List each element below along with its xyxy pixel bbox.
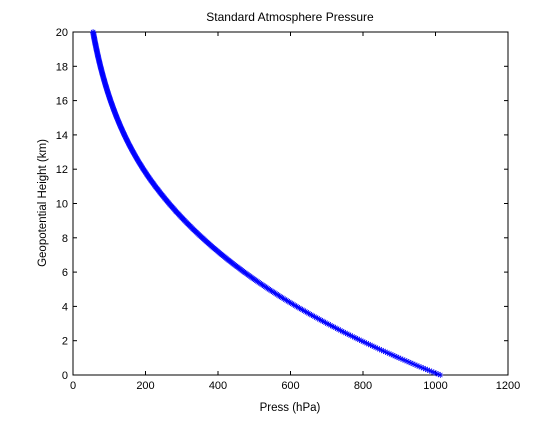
y-tick-label: 4 [62, 301, 68, 313]
data-point-marker [378, 347, 385, 354]
x-tick-label: 400 [209, 380, 227, 392]
y-tick-label: 14 [56, 130, 68, 142]
data-point-marker [374, 345, 381, 352]
y-tick-label: 0 [62, 370, 68, 382]
data-point-marker [90, 29, 97, 35]
y-tick-label: 2 [62, 336, 68, 348]
data-point-marker [403, 358, 410, 365]
x-tick-label: 0 [70, 380, 76, 392]
x-tick-label: 200 [136, 380, 154, 392]
y-tick-label: 8 [62, 233, 68, 245]
y-tick-label: 18 [56, 61, 68, 73]
ticks-layer: 0 200 400 600 800 1000 1200 0 2 4 6 8 10 12 14 16 18 20 [56, 27, 520, 392]
x-tick-label: 1200 [496, 380, 520, 392]
y-tick-label: 10 [56, 199, 68, 211]
y-tick-label: 20 [56, 27, 68, 39]
x-axis-label: Press (hPa) [260, 402, 321, 414]
plot-area [72, 31, 509, 376]
chart-title: Standard Atmosphere Pressure [206, 10, 374, 24]
data-point-marker [367, 341, 374, 348]
y-tick-label: 6 [62, 267, 68, 279]
y-tick-label: 16 [56, 96, 68, 108]
y-axis-label: Geopotential Height (km) [37, 139, 49, 267]
x-tick-label: 800 [354, 380, 372, 392]
marks-layer [90, 29, 444, 378]
x-tick-label: 600 [281, 380, 299, 392]
x-tick-label: 1000 [423, 380, 447, 392]
y-tick-label: 12 [56, 164, 68, 176]
